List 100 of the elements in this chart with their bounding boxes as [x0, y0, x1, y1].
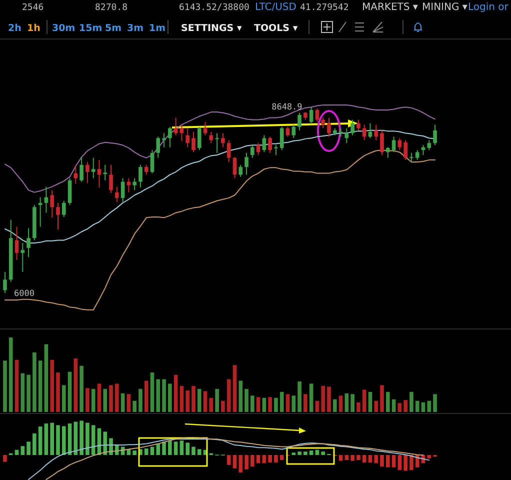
- candlestick: [186, 128, 190, 148]
- bar: [404, 455, 408, 471]
- bar: [168, 440, 172, 455]
- text: MARKETS ▾: [362, 2, 418, 13]
- bar: [32, 433, 36, 455]
- bar: [203, 391, 208, 412]
- candlestick: [126, 178, 131, 193]
- bar: [304, 452, 308, 455]
- bar: [20, 446, 25, 455]
- candlestick: [404, 140, 408, 160]
- bar: [410, 455, 414, 470]
- bar: [386, 455, 390, 468]
- candlestick: [203, 121, 208, 136]
- bar: [292, 396, 296, 412]
- bar: [398, 403, 402, 412]
- bar: [44, 344, 48, 412]
- candlestick: [20, 242, 25, 272]
- bar: [226, 455, 231, 465]
- bar: [91, 425, 96, 455]
- candlestick: [226, 140, 231, 163]
- text: 8270.8: [95, 3, 128, 13]
- bar: [91, 388, 96, 412]
- candlestick: [250, 144, 254, 158]
- candlestick: [321, 117, 326, 129]
- bar: [138, 388, 142, 412]
- bar: [321, 452, 326, 455]
- text: Login or: [468, 2, 510, 13]
- candlestick: [327, 117, 331, 138]
- bar: [244, 388, 248, 412]
- candlestick: [433, 124, 437, 146]
- candlestick: [180, 124, 184, 142]
- candlestick: [97, 159, 102, 188]
- candlestick: [356, 119, 360, 131]
- bar: [144, 380, 148, 412]
- candlestick: [168, 126, 172, 148]
- bar: [74, 358, 78, 412]
- candlestick: [174, 117, 178, 136]
- text: 6143.52/38800: [179, 3, 250, 13]
- bar: [244, 455, 248, 470]
- text: LTC/USD: [255, 2, 297, 13]
- bar: [62, 426, 66, 455]
- text: 3m: [127, 23, 144, 34]
- candlestick: [221, 132, 225, 148]
- candlestick: [162, 132, 166, 148]
- bar: [56, 425, 60, 455]
- bar: [232, 455, 237, 468]
- bar: [86, 422, 90, 455]
- candlestick: [350, 119, 354, 136]
- bar: [209, 398, 214, 412]
- bar: [80, 366, 84, 412]
- candlestick: [91, 157, 96, 179]
- bar: [50, 422, 54, 455]
- bar: [162, 442, 166, 455]
- candlestick: [380, 130, 384, 156]
- candlestick: [26, 228, 30, 258]
- bar: [156, 379, 160, 412]
- text: 5m: [105, 23, 122, 34]
- bar: [44, 423, 48, 455]
- annotation: 8648.9: [272, 102, 302, 112]
- bar: [380, 385, 384, 412]
- bar: [374, 455, 378, 464]
- bar: [392, 399, 396, 412]
- bar: [274, 398, 278, 412]
- bar: [38, 426, 42, 455]
- bar: [256, 397, 260, 412]
- candlestick: [386, 146, 390, 158]
- bar: [298, 452, 302, 455]
- candlestick: [209, 131, 214, 144]
- bar: [3, 455, 7, 462]
- bar: [226, 379, 231, 412]
- text: MINING ▾: [422, 2, 468, 13]
- candlestick: [362, 124, 366, 141]
- bar: [62, 385, 66, 412]
- bar: [332, 399, 337, 412]
- candlestick: [315, 108, 320, 122]
- bar: [350, 394, 354, 412]
- bar: [132, 450, 136, 455]
- bar: [162, 379, 166, 412]
- candlestick: [244, 152, 248, 176]
- candlestick: [298, 112, 302, 131]
- text: 30m: [52, 23, 76, 34]
- candlestick: [62, 200, 66, 218]
- candlestick: [50, 190, 54, 218]
- text: TOOLS ▾: [254, 23, 298, 34]
- bar: [386, 392, 390, 412]
- candlestick: [292, 124, 296, 139]
- bar: [427, 455, 432, 458]
- candlestick: [256, 142, 260, 156]
- bar: [238, 455, 243, 472]
- bar: [197, 388, 202, 412]
- bar: [186, 390, 190, 412]
- bar: [168, 384, 172, 412]
- bar: [374, 400, 378, 412]
- bar: [120, 393, 125, 412]
- bar: [321, 386, 326, 412]
- bar: [362, 455, 366, 463]
- bar: [180, 440, 184, 455]
- bar: [368, 392, 372, 412]
- bar: [109, 385, 113, 412]
- candlestick: [3, 271, 7, 294]
